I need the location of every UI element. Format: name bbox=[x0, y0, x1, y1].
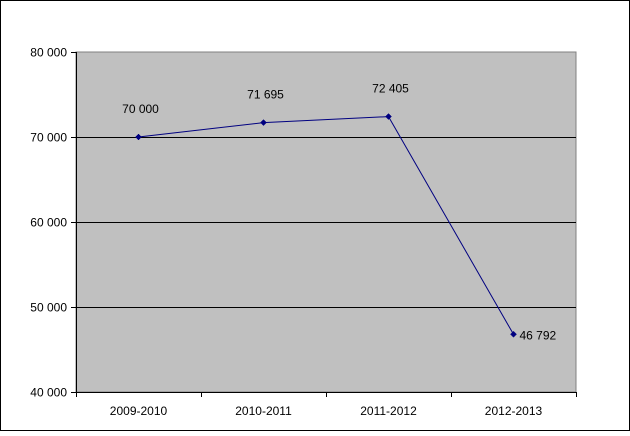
series bbox=[135, 113, 517, 338]
y-tick-label: 70 000 bbox=[30, 131, 67, 145]
data-point-marker bbox=[510, 330, 517, 338]
x-tick-label: 2009-2010 bbox=[110, 404, 168, 418]
data-point-marker bbox=[385, 113, 392, 120]
data-labels: 70 000 71 695 72 405 46 792 bbox=[122, 82, 556, 343]
x-tick-label: 2012-2013 bbox=[485, 404, 543, 418]
data-label: 46 792 bbox=[520, 328, 557, 342]
data-label: 72 405 bbox=[372, 82, 409, 96]
data-label: 71 695 bbox=[247, 88, 284, 102]
x-tick-label: 2010-2011 bbox=[235, 404, 292, 418]
y-tick-label: 60 000 bbox=[30, 216, 67, 230]
data-label: 70 000 bbox=[122, 102, 159, 116]
y-tick-label: 80 000 bbox=[30, 46, 67, 60]
data-point-marker bbox=[135, 133, 142, 141]
x-tick-label: 2011-2012 bbox=[360, 404, 417, 418]
series-line bbox=[138, 116, 514, 335]
gridlines bbox=[76, 137, 576, 308]
y-tick-label: 40 000 bbox=[30, 386, 67, 400]
y-tick-label: 50 000 bbox=[30, 301, 67, 315]
data-point-marker bbox=[260, 119, 267, 126]
x-axis: 2009-2010 2010-2011 2011-2012 2012-2013 bbox=[76, 392, 577, 418]
y-axis: 40 000 50 000 60 000 70 000 80 000 bbox=[30, 46, 77, 400]
